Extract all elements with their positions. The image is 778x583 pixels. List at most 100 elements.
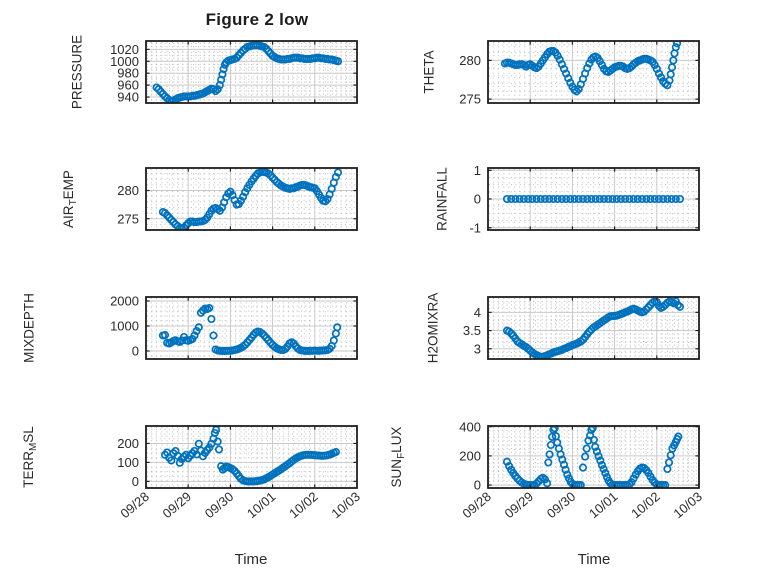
data-point-marker — [650, 194, 659, 204]
x-tick-label: 10/01 — [586, 489, 621, 521]
ylabel-text: SL — [21, 426, 36, 443]
data-point-marker — [654, 69, 663, 78]
data-point-marker — [545, 450, 554, 459]
data-point-marker — [160, 330, 170, 340]
data-point-marker — [236, 196, 245, 205]
data-point-marker — [543, 479, 552, 488]
axes-box — [145, 425, 358, 489]
minor-grid — [147, 42, 356, 102]
data-point-marker — [583, 194, 592, 204]
data-point-marker — [592, 447, 601, 456]
data-point-marker — [559, 460, 569, 469]
data-point-marker — [578, 463, 588, 472]
data-point-marker — [528, 194, 537, 204]
data-point-marker — [633, 194, 642, 204]
data-point-marker — [597, 60, 606, 70]
subplot-sun_flux: 0 200 400 09/28 09/29 09/30 10/01 10/02 10/03 — [459, 419, 705, 521]
data-point-marker — [561, 465, 570, 474]
tick-marks — [145, 168, 358, 230]
subplot-h2omixra: 33.54 — [463, 296, 700, 360]
data-point-marker — [553, 194, 562, 204]
x-tick-label: 09/30 — [202, 489, 237, 521]
subplot-mixdepth: 0 1000 2000 — [110, 294, 358, 360]
data-point-marker — [640, 307, 649, 316]
y-tick-label: 400 — [459, 419, 481, 434]
data-series — [158, 168, 343, 230]
data-point-marker — [666, 451, 675, 460]
data-point-marker — [545, 194, 554, 204]
data-point-marker — [608, 194, 617, 204]
y-tick-labels: 0 100 200 — [117, 436, 139, 489]
ylabel-rainfall: RAINFALL — [435, 167, 450, 231]
x-tick-label: 10/01 — [244, 489, 279, 521]
data-point-marker — [654, 194, 663, 204]
data-point-marker — [331, 447, 340, 457]
major-grid — [488, 41, 699, 103]
ylabel-pressure: PRESSURE — [70, 35, 85, 109]
ylabel-subscript: T — [68, 199, 79, 206]
data-series — [158, 303, 342, 355]
y-tick-label: 2000 — [110, 294, 139, 309]
data-point-marker — [333, 168, 343, 177]
y-tick-labels: -1 0 1 — [469, 163, 481, 235]
figure-title: Figure 2 low — [205, 10, 309, 29]
data-point-marker — [333, 323, 342, 332]
data-point-marker — [581, 452, 590, 461]
data-point-marker — [194, 323, 203, 332]
ylabel-text: LUX — [389, 426, 404, 453]
y-tick-label: 280 — [459, 53, 481, 68]
data-point-marker — [566, 194, 575, 204]
ylabel-theta: THETA — [422, 50, 437, 93]
data-point-marker — [597, 460, 606, 470]
ylabel-text: THETA — [421, 50, 437, 94]
x-tick-label: 09/30 — [544, 489, 579, 521]
data-point-marker — [673, 41, 682, 48]
ylabel-text: TERR — [21, 451, 36, 488]
x-tick-label: 10/02 — [286, 489, 321, 521]
ylabel-text: H2OMIXRA — [425, 292, 441, 364]
axes-box — [145, 167, 358, 231]
tick-marks — [487, 297, 700, 359]
tick-marks — [487, 41, 700, 103]
x-tick-label: 10/02 — [628, 489, 663, 521]
x-tick-labels: 09/28 09/29 09/30 10/01 10/02 10/03 — [117, 489, 363, 521]
axes-box — [487, 425, 700, 489]
data-point-marker — [675, 194, 685, 204]
ylabel-terr-msl: TERRMSL — [21, 426, 39, 488]
y-tick-label: 1000 — [110, 54, 139, 69]
data-point-marker — [675, 302, 685, 311]
data-point-marker — [502, 457, 512, 466]
data-point-marker — [604, 194, 613, 204]
data-series — [502, 426, 683, 488]
data-point-marker — [194, 439, 203, 448]
data-point-marker — [601, 469, 610, 478]
x-tick-label: 10/03 — [328, 489, 363, 521]
data-point-marker — [258, 329, 267, 338]
y-tick-label: 4 — [474, 305, 481, 320]
data-point-marker — [595, 194, 604, 204]
data-point-marker — [585, 327, 594, 336]
data-point-marker — [587, 194, 596, 204]
ylabel-text: MIXDEPTH — [21, 293, 37, 363]
data-point-marker — [553, 51, 562, 60]
y-tick-labels: 275 280 — [117, 183, 139, 226]
data-point-marker — [594, 452, 603, 461]
data-point-marker — [671, 43, 680, 52]
data-point-marker — [591, 442, 600, 451]
data-point-marker — [650, 60, 659, 70]
y-tick-label: 280 — [117, 183, 139, 198]
y-tick-label: 200 — [117, 436, 139, 451]
y-tick-label: 960 — [117, 78, 139, 93]
axes-box — [145, 296, 358, 360]
subplot-theta: 275 280 — [459, 40, 700, 107]
data-point-marker — [646, 194, 655, 204]
data-point-marker — [549, 194, 558, 204]
ylabel-subscript: F — [396, 452, 407, 459]
y-tick-label: 0 — [474, 192, 481, 207]
x-tick-labels: 09/28 09/29 09/30 10/01 10/02 10/03 — [459, 489, 705, 521]
data-point-marker — [566, 78, 575, 87]
ylabel-text: EMP — [61, 170, 76, 200]
data-point-marker — [671, 194, 680, 204]
y-tick-labels: 0 200 400 — [459, 419, 481, 492]
data-point-marker — [588, 426, 597, 432]
